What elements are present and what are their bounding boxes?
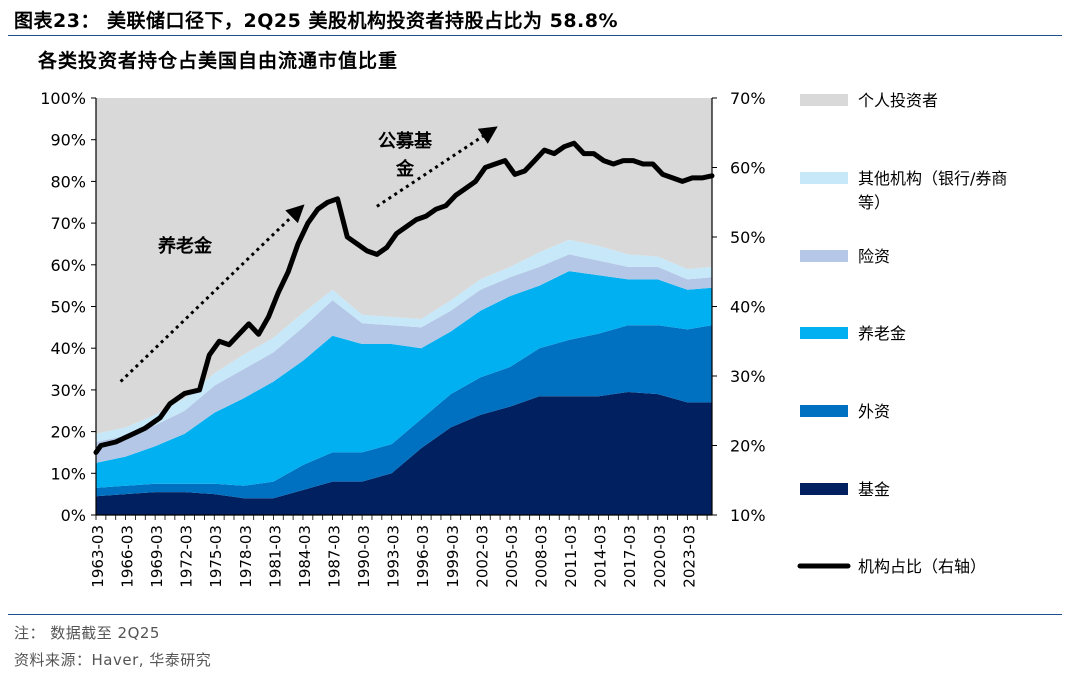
x-tick-label: 2020-03 — [651, 525, 669, 588]
left-tick-label: 80% — [50, 172, 86, 191]
stacked-areas — [96, 98, 712, 515]
legend-label: 外资 — [858, 402, 890, 421]
right-tick-label: 60% — [730, 159, 766, 178]
legend-swatch — [800, 94, 848, 106]
left-tick-label: 30% — [50, 381, 86, 400]
top-rule — [8, 35, 1062, 36]
annotation-arrow — [376, 126, 498, 208]
x-tick-label: 1972-03 — [178, 525, 196, 588]
x-tick-label: 1966-03 — [119, 525, 137, 588]
chart-title: 各类投资者持仓占美国自由流通市值比重 — [38, 50, 399, 72]
note: 注： 数据截至 2Q25 — [14, 624, 160, 642]
right-tick-label: 50% — [730, 228, 766, 247]
x-tick-label: 2011-03 — [562, 525, 580, 588]
legend-swatch — [800, 250, 848, 262]
annotation-label: 养老金 — [157, 235, 213, 257]
left-tick-label: 20% — [50, 423, 86, 442]
annotation-label: 公募基 — [378, 130, 433, 152]
x-tick-label: 1990-03 — [355, 525, 373, 588]
x-tick-label: 1975-03 — [207, 525, 225, 588]
x-tick-label: 1978-03 — [237, 525, 255, 588]
x-tick-label: 1969-03 — [148, 525, 166, 588]
x-tick-label: 2008-03 — [532, 525, 550, 588]
left-tick-label: 90% — [50, 131, 86, 150]
x-tick-label: 1999-03 — [444, 525, 462, 588]
bottom-rule — [8, 614, 1062, 615]
left-tick-label: 60% — [50, 256, 86, 275]
area-individual — [96, 98, 712, 434]
right-tick-label: 40% — [730, 298, 766, 317]
right-tick-label: 20% — [730, 437, 766, 456]
left-tick-label: 70% — [50, 214, 86, 233]
legend-label: 基金 — [858, 480, 890, 499]
right-tick-label: 70% — [730, 89, 766, 108]
figure-title: 图表23： 美联储口径下，2Q25 美股机构投资者持股占比为 58.8% — [14, 10, 619, 32]
institution-line — [93, 140, 715, 455]
legend-label: 等） — [858, 193, 890, 212]
legend-label: 个人投资者 — [858, 91, 938, 110]
right-tick-label: 10% — [730, 506, 766, 525]
legend-label: 机构占比（右轴） — [858, 557, 986, 576]
source: 资料来源：Haver, 华泰研究 — [14, 651, 212, 669]
x-tick-label: 1981-03 — [266, 525, 284, 588]
x-tick-label: 2005-03 — [503, 525, 521, 588]
x-tick-label: 1984-03 — [296, 525, 314, 588]
left-tick-label: 0% — [61, 506, 86, 525]
x-tick-label: 2023-03 — [680, 525, 698, 588]
legend-label: 其他机构（银行/券商 — [858, 169, 1007, 188]
left-tick-label: 100% — [40, 89, 86, 108]
x-tick-label: 1963-03 — [89, 525, 107, 588]
left-tick-label: 40% — [50, 339, 86, 358]
left-tick-label: 10% — [50, 464, 86, 483]
left-tick-label: 50% — [50, 298, 86, 317]
axes: 0% 10% 20% 30% 40% 50% 60% 70% 80% 90% 100% 10% 20% 3… — [40, 89, 765, 588]
area-insurance — [96, 254, 712, 463]
x-tick-label: 2017-03 — [621, 525, 639, 588]
area-funds — [96, 392, 712, 515]
annotation-label: 金 — [395, 158, 415, 180]
area-foreign — [96, 325, 712, 499]
legend-swatch — [800, 405, 848, 417]
legend-label: 养老金 — [858, 324, 906, 343]
x-tick-label: 1996-03 — [414, 525, 432, 588]
legend-swatch — [800, 172, 848, 184]
legend-swatch — [800, 483, 848, 495]
x-tick-label: 1987-03 — [326, 525, 344, 588]
line-institution-share — [93, 140, 715, 455]
legend-label: 险资 — [858, 247, 890, 266]
x-tick-label: 2002-03 — [473, 525, 491, 588]
x-tick-label: 1993-03 — [385, 525, 403, 588]
area-pension — [96, 271, 712, 488]
x-tick-label: 2014-03 — [592, 525, 610, 588]
right-tick-label: 30% — [730, 367, 766, 386]
annotation-arrow — [119, 204, 305, 383]
legend-swatch — [800, 327, 848, 339]
